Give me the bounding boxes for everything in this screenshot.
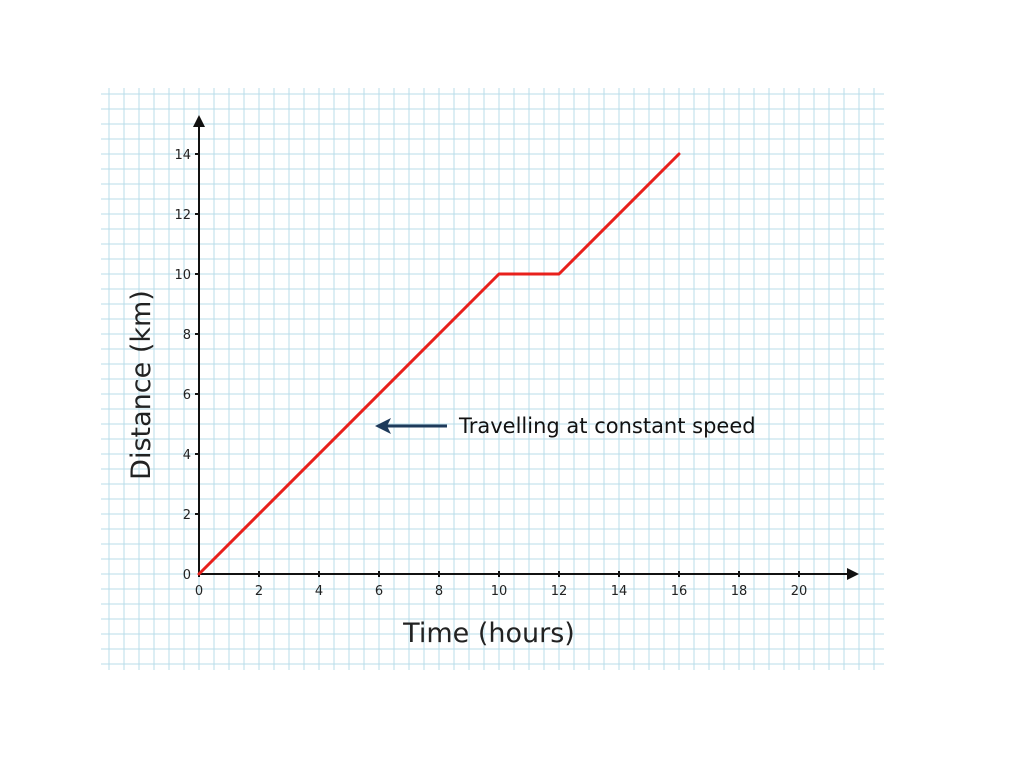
annotation-label: Travelling at constant speed xyxy=(458,414,756,438)
annotation: Travelling at constant speed xyxy=(375,414,756,438)
y-tick-label: 2 xyxy=(183,508,191,523)
annotation-arrowhead xyxy=(375,418,391,434)
x-tick-label: 0 xyxy=(195,584,203,599)
y-tick-label: 12 xyxy=(174,208,191,223)
axes xyxy=(193,115,859,580)
x-tick-label: 8 xyxy=(435,584,443,599)
x-axis-arrowhead xyxy=(847,568,859,580)
ticks: 0 2 4 6 8 10 12 14 16 18 20 0 2 4 6 8 10 12 14 xyxy=(174,148,807,599)
series-line xyxy=(197,152,681,576)
x-tick-label: 10 xyxy=(491,584,508,599)
y-tick-label: 10 xyxy=(174,268,191,283)
x-tick-label: 14 xyxy=(611,584,628,599)
x-tick-label: 18 xyxy=(731,584,748,599)
y-axis-title: Distance (km) xyxy=(126,290,157,480)
x-tick-label: 20 xyxy=(791,584,808,599)
x-tick-label: 16 xyxy=(671,584,688,599)
x-tick-label: 4 xyxy=(315,584,323,599)
y-tick-label: 6 xyxy=(183,388,191,403)
x-tick-label: 6 xyxy=(375,584,383,599)
x-axis-title: Time (hours) xyxy=(402,618,575,649)
y-tick-label: 14 xyxy=(174,148,191,163)
x-tick-label: 12 xyxy=(551,584,568,599)
y-tick-label: 8 xyxy=(183,328,191,343)
series xyxy=(197,152,681,576)
x-tick-label: 2 xyxy=(255,584,263,599)
grid xyxy=(101,88,884,670)
y-axis-arrowhead xyxy=(193,115,205,127)
y-tick-label: 4 xyxy=(183,448,191,463)
y-tick-label: 0 xyxy=(183,568,191,583)
